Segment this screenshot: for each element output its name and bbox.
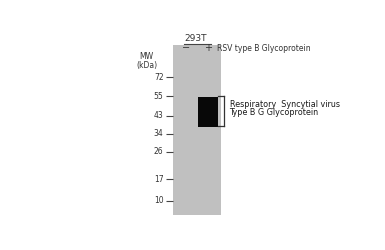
Text: 17: 17 <box>154 175 164 184</box>
Text: Respiratory  Syncytial virus: Respiratory Syncytial virus <box>229 100 340 108</box>
Text: Type B G Glycoprotein: Type B G Glycoprotein <box>229 108 319 117</box>
Text: 72: 72 <box>154 73 164 82</box>
Text: RSV type B Glycoprotein: RSV type B Glycoprotein <box>217 44 310 53</box>
Text: 55: 55 <box>154 92 164 101</box>
Text: 26: 26 <box>154 147 164 156</box>
Text: 34: 34 <box>154 129 164 138</box>
Text: 293T: 293T <box>184 34 207 43</box>
Text: +: + <box>204 43 212 53</box>
Bar <box>198 97 218 127</box>
Text: −: − <box>182 43 190 53</box>
Text: 43: 43 <box>154 111 164 120</box>
Text: 10: 10 <box>154 196 164 205</box>
Text: MW: MW <box>139 52 154 62</box>
Bar <box>173 46 221 215</box>
Text: (kDa): (kDa) <box>136 61 157 70</box>
